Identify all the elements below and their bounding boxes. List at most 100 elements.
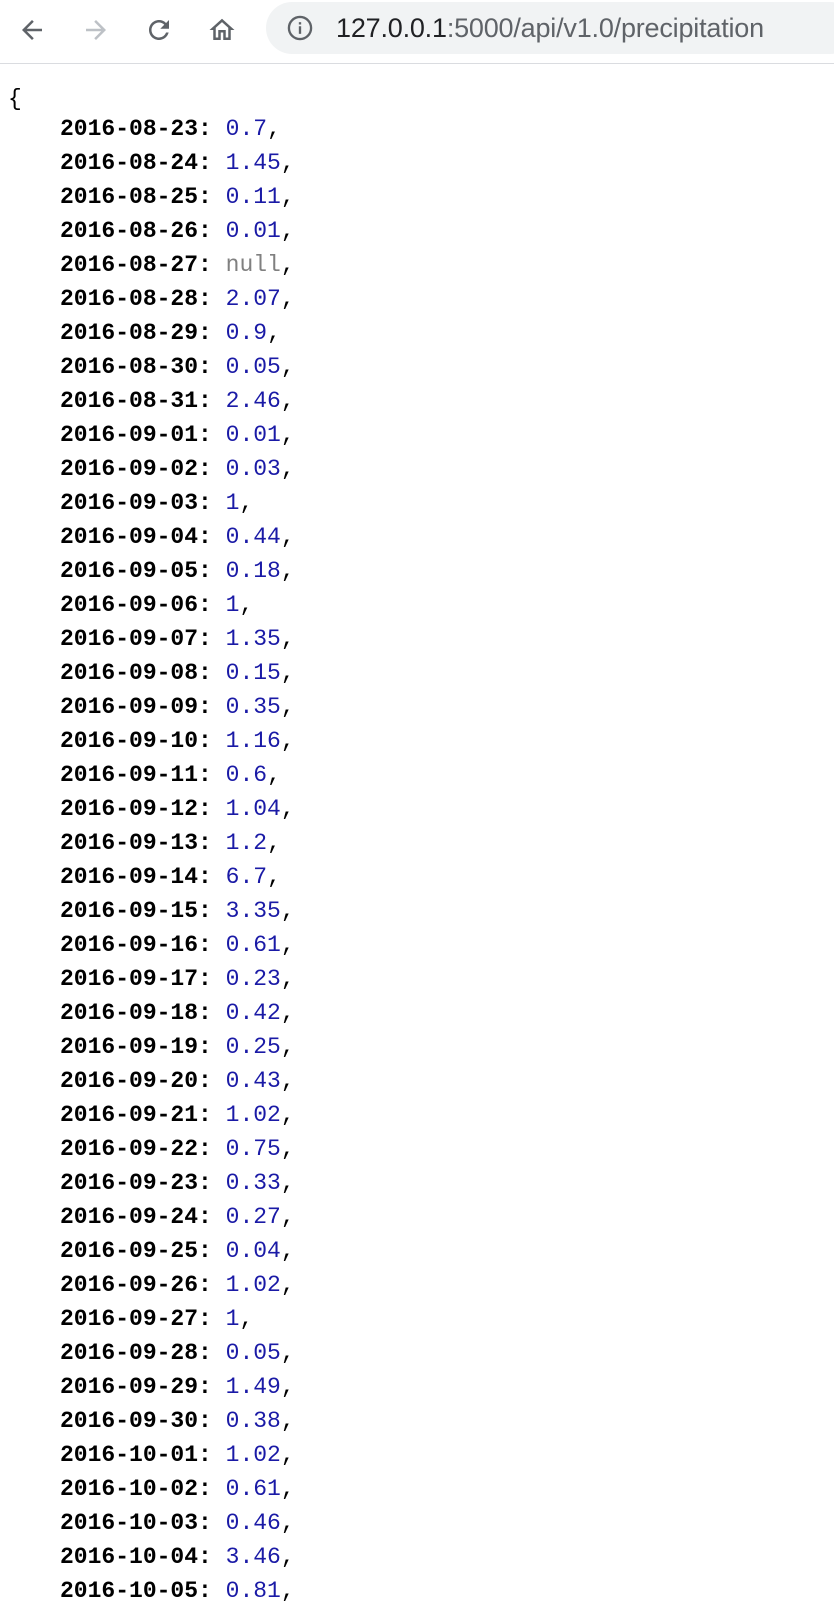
json-key: 2016-09-24 (60, 1204, 199, 1230)
json-value: 0.6 (225, 762, 268, 788)
json-key: 2016-09-06 (60, 592, 199, 618)
json-entry: 2016-09-28: 0.05, (60, 1340, 295, 1366)
json-entry: 2016-09-18: 0.42, (60, 1000, 295, 1026)
back-button[interactable] (10, 8, 54, 52)
json-key: 2016-08-26 (60, 218, 199, 244)
json-key: 2016-09-01 (60, 422, 199, 448)
json-value: 0.18 (225, 558, 281, 584)
json-value: null (225, 252, 281, 278)
json-key: 2016-09-14 (60, 864, 199, 890)
json-value: 0.01 (225, 422, 281, 448)
json-entry: 2016-08-24: 1.45, (60, 150, 295, 176)
json-entry: 2016-09-09: 0.35, (60, 694, 295, 720)
json-key: 2016-08-28 (60, 286, 199, 312)
json-value: 1.35 (225, 626, 281, 652)
json-key: 2016-08-31 (60, 388, 199, 414)
json-entry: 2016-09-04: 0.44, (60, 524, 295, 550)
json-entry: 2016-09-17: 0.23, (60, 966, 295, 992)
json-key: 2016-09-19 (60, 1034, 199, 1060)
json-entry: 2016-09-24: 0.27, (60, 1204, 295, 1230)
url-path: :5000/api/v1.0/precipitation (446, 13, 764, 43)
json-key: 2016-08-29 (60, 320, 199, 346)
arrow-right-icon (86, 20, 106, 40)
json-value: 0.11 (225, 184, 281, 210)
json-entry: 2016-09-05: 0.18, (60, 558, 295, 584)
json-entry: 2016-10-05: 0.81, (60, 1578, 295, 1604)
json-value: 0.46 (225, 1510, 281, 1536)
json-key: 2016-08-24 (60, 150, 199, 176)
json-entry: 2016-09-30: 0.38, (60, 1408, 295, 1434)
json-value: 1 (225, 1306, 240, 1332)
json-key: 2016-09-21 (60, 1102, 199, 1128)
json-key: 2016-09-09 (60, 694, 199, 720)
json-entry: 2016-09-26: 1.02, (60, 1272, 295, 1298)
json-value: 0.04 (225, 1238, 281, 1264)
json-key: 2016-09-10 (60, 728, 199, 754)
json-value: 1.2 (225, 830, 268, 856)
json-value: 0.7 (225, 116, 268, 142)
json-entry: 2016-09-10: 1.16, (60, 728, 295, 754)
json-value: 0.27 (225, 1204, 281, 1230)
json-entry: 2016-09-16: 0.61, (60, 932, 295, 958)
url-text[interactable]: 127.0.0.1:5000/api/v1.0/precipitation (336, 13, 764, 43)
json-value: 1.49 (225, 1374, 281, 1400)
json-key: 2016-09-12 (60, 796, 199, 822)
json-entry: 2016-10-03: 0.46, (60, 1510, 295, 1536)
json-entry: 2016-09-02: 0.03, (60, 456, 295, 482)
json-entry: 2016-08-31: 2.46, (60, 388, 295, 414)
json-key: 2016-09-05 (60, 558, 199, 584)
json-key: 2016-09-25 (60, 1238, 199, 1264)
json-entry: 2016-09-01: 0.01, (60, 422, 295, 448)
json-key: 2016-08-30 (60, 354, 199, 380)
json-key: 2016-08-25 (60, 184, 199, 210)
json-entry: 2016-09-15: 3.35, (60, 898, 295, 924)
json-value: 0.75 (225, 1136, 281, 1162)
json-value: 1.02 (225, 1102, 281, 1128)
json-key: 2016-09-15 (60, 898, 199, 924)
json-key: 2016-09-08 (60, 660, 199, 686)
json-value: 0.15 (225, 660, 281, 686)
json-entry: 2016-09-19: 0.25, (60, 1034, 295, 1060)
json-entry: 2016-09-07: 1.35, (60, 626, 295, 652)
json-entry: 2016-09-11: 0.6, (60, 762, 281, 788)
json-key: 2016-09-02 (60, 456, 199, 482)
json-value: 0.9 (225, 320, 268, 346)
json-key: 2016-10-02 (60, 1476, 199, 1502)
json-value: 1.02 (225, 1272, 281, 1298)
json-key: 2016-10-01 (60, 1442, 199, 1468)
json-entry: 2016-09-12: 1.04, (60, 796, 295, 822)
json-value: 2.46 (225, 388, 281, 414)
json-value: 0.25 (225, 1034, 281, 1060)
json-key: 2016-09-22 (60, 1136, 199, 1162)
json-key: 2016-09-07 (60, 626, 199, 652)
forward-button[interactable] (74, 8, 118, 52)
json-value: 0.44 (225, 524, 281, 550)
json-value: 0.81 (225, 1578, 281, 1604)
json-value: 0.43 (225, 1068, 281, 1094)
json-key: 2016-09-17 (60, 966, 199, 992)
info-icon[interactable] (286, 14, 314, 42)
json-value: 0.05 (225, 1340, 281, 1366)
json-entry: 2016-08-29: 0.9, (60, 320, 281, 346)
json-key: 2016-09-04 (60, 524, 199, 550)
address-bar[interactable]: 127.0.0.1:5000/api/v1.0/precipitation (266, 2, 834, 54)
json-value: 0.38 (225, 1408, 281, 1434)
json-entry: 2016-09-25: 0.04, (60, 1238, 295, 1264)
json-entry: 2016-10-01: 1.02, (60, 1442, 295, 1468)
json-value: 6.7 (225, 864, 268, 890)
json-entry: 2016-09-27: 1, (60, 1306, 254, 1332)
json-entry: 2016-09-03: 1, (60, 490, 254, 516)
json-value: 0.01 (225, 218, 281, 244)
json-entry: 2016-10-04: 3.46, (60, 1544, 295, 1570)
home-button[interactable] (200, 8, 244, 52)
json-key: 2016-09-16 (60, 932, 199, 958)
json-value: 0.42 (225, 1000, 281, 1026)
json-value: 1 (225, 490, 240, 516)
reload-button[interactable] (137, 8, 181, 52)
json-key: 2016-09-18 (60, 1000, 199, 1026)
url-host: 127.0.0.1 (336, 13, 447, 43)
json-key: 2016-09-11 (60, 762, 199, 788)
json-value: 1.04 (225, 796, 281, 822)
json-key: 2016-09-13 (60, 830, 199, 856)
json-value: 0.61 (225, 932, 281, 958)
